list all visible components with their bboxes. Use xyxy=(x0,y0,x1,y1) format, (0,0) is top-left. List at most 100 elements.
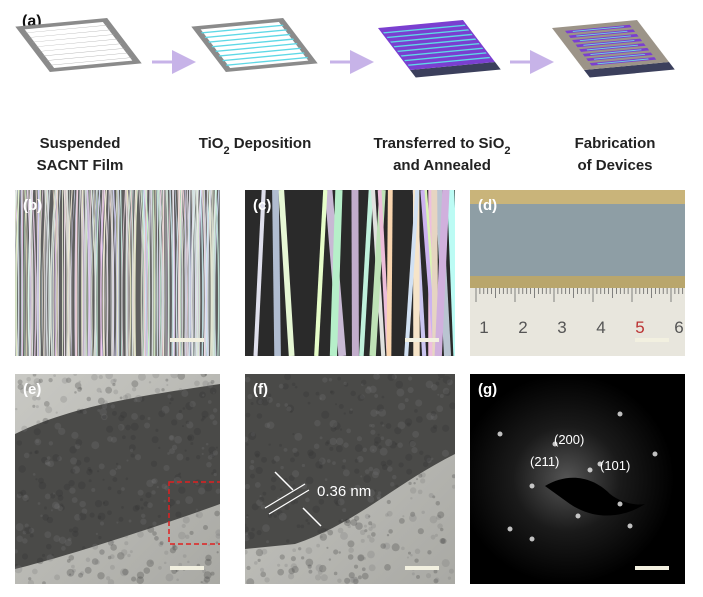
texture xyxy=(378,445,382,449)
texture xyxy=(117,465,122,470)
texture xyxy=(163,499,167,503)
texture xyxy=(245,412,251,418)
texture xyxy=(205,554,212,562)
texture xyxy=(447,576,452,580)
texture xyxy=(85,557,91,563)
texture xyxy=(255,466,263,474)
texture xyxy=(442,424,450,432)
texture xyxy=(367,489,375,497)
texture xyxy=(374,436,382,444)
texture xyxy=(68,479,75,487)
texture xyxy=(113,389,119,395)
texture xyxy=(245,533,250,542)
texture xyxy=(315,564,324,572)
texture xyxy=(439,538,446,544)
caption-part: TiO xyxy=(199,135,224,152)
channel xyxy=(590,49,642,55)
texture xyxy=(138,374,146,381)
texture xyxy=(258,399,264,405)
fiber xyxy=(52,190,57,356)
texture xyxy=(143,567,151,574)
texture xyxy=(117,552,125,560)
texture xyxy=(61,546,66,551)
texture xyxy=(112,383,116,387)
texture xyxy=(359,529,366,536)
texture xyxy=(212,450,219,456)
texture xyxy=(144,422,151,429)
texture xyxy=(97,470,100,473)
texture xyxy=(46,461,51,467)
texture xyxy=(333,549,339,555)
texture xyxy=(212,408,218,413)
texture xyxy=(72,466,81,474)
channel xyxy=(593,53,646,60)
texture xyxy=(120,568,128,577)
texture xyxy=(177,374,186,380)
texture xyxy=(404,398,409,403)
texture xyxy=(359,394,365,400)
texture xyxy=(250,402,254,405)
texture xyxy=(66,568,75,577)
texture xyxy=(200,581,203,584)
texture xyxy=(134,454,142,461)
texture xyxy=(307,522,310,525)
texture xyxy=(99,549,105,555)
cnt xyxy=(46,52,129,61)
texture xyxy=(78,380,81,384)
texture xyxy=(381,424,385,427)
texture xyxy=(34,450,38,454)
texture xyxy=(351,576,359,584)
texture xyxy=(319,489,322,492)
texture xyxy=(370,409,378,417)
texture xyxy=(57,456,62,462)
texture xyxy=(426,457,432,463)
scale-bar xyxy=(405,338,439,342)
texture xyxy=(347,524,351,529)
texture xyxy=(246,565,251,571)
texture xyxy=(292,447,298,453)
texture xyxy=(254,482,261,488)
texture xyxy=(213,473,217,477)
texture xyxy=(140,518,147,525)
texture xyxy=(339,428,343,431)
texture xyxy=(63,483,71,491)
texture xyxy=(319,436,323,440)
texture xyxy=(189,400,196,408)
texture xyxy=(344,577,351,584)
texture xyxy=(161,388,165,392)
texture xyxy=(116,521,119,524)
device-schematic xyxy=(15,17,142,73)
fiber xyxy=(87,190,92,356)
step-caption: and Annealed xyxy=(393,157,491,174)
texture xyxy=(97,572,105,580)
texture xyxy=(75,459,82,466)
texture xyxy=(15,563,19,568)
texture xyxy=(410,511,416,517)
spot-index: (101) xyxy=(600,458,630,473)
texture xyxy=(18,491,23,497)
texture xyxy=(181,523,186,529)
texture xyxy=(261,548,268,555)
texture xyxy=(368,515,371,518)
texture xyxy=(129,448,134,452)
texture xyxy=(286,539,290,543)
texture xyxy=(106,425,114,433)
texture xyxy=(16,535,24,543)
texture xyxy=(273,514,277,518)
texture xyxy=(300,524,305,529)
texture xyxy=(195,508,198,511)
texture xyxy=(354,515,360,521)
texture xyxy=(215,446,218,449)
texture xyxy=(406,468,413,475)
caption-part: Deposition xyxy=(230,135,312,152)
texture xyxy=(326,440,331,445)
texture xyxy=(97,512,106,521)
texture xyxy=(376,404,385,412)
texture xyxy=(57,505,63,512)
step-caption: of Devices xyxy=(577,157,652,174)
texture xyxy=(158,446,161,449)
texture xyxy=(356,455,364,463)
texture xyxy=(22,530,27,535)
nanotube xyxy=(245,374,455,549)
micrograph: 1 2 3 4 5 6 (d) xyxy=(470,190,685,356)
